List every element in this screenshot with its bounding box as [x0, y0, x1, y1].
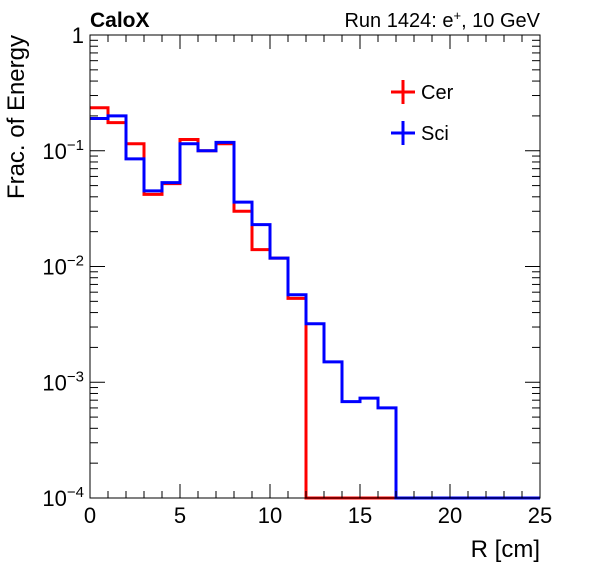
- plot-frame: [89, 34, 541, 499]
- x-tick-label: 10: [258, 503, 282, 528]
- y-tick-label: 10−2: [42, 253, 84, 280]
- series-line-cer: [90, 106, 540, 500]
- corner-label-right-suffix: , 10 GeV: [461, 10, 541, 32]
- corner-label-right-sup: +: [453, 8, 461, 23]
- series-layer: [90, 106, 540, 500]
- corner-label-right: Run 1424: e+, 10 GeV: [344, 8, 540, 33]
- x-tick-label: 5: [174, 503, 186, 528]
- tick-layer: [89, 34, 541, 499]
- corner-label-right-prefix: Run 1424: e: [344, 10, 453, 32]
- legend-item-sci: Sci: [391, 121, 449, 145]
- x-tick-label: 25: [528, 503, 552, 528]
- y-axis-title: Frac. of Energy: [3, 35, 30, 199]
- tick-label-layer: 0 5 10 15 20 25 1 10−1 10−2 10−3 10−4: [42, 23, 552, 528]
- y-tick-label: 10−4: [42, 484, 84, 511]
- y-tick-label: 10−1: [42, 137, 84, 164]
- y-tick-label: 1: [72, 23, 84, 48]
- corner-label-left: CaloX: [90, 9, 150, 32]
- legend-label: Sci: [421, 123, 449, 145]
- series-line-sci: [90, 114, 540, 500]
- x-tick-label: 20: [438, 503, 462, 528]
- legend-label: Cer: [421, 82, 454, 104]
- legend-item-cer: Cer: [391, 80, 454, 104]
- y-tick-label: 10−3: [42, 368, 84, 395]
- x-tick-label: 15: [348, 503, 372, 528]
- legend: Cer Sci: [391, 80, 454, 145]
- x-tick-label: 0: [84, 503, 96, 528]
- x-axis-title: R [cm]: [471, 536, 540, 563]
